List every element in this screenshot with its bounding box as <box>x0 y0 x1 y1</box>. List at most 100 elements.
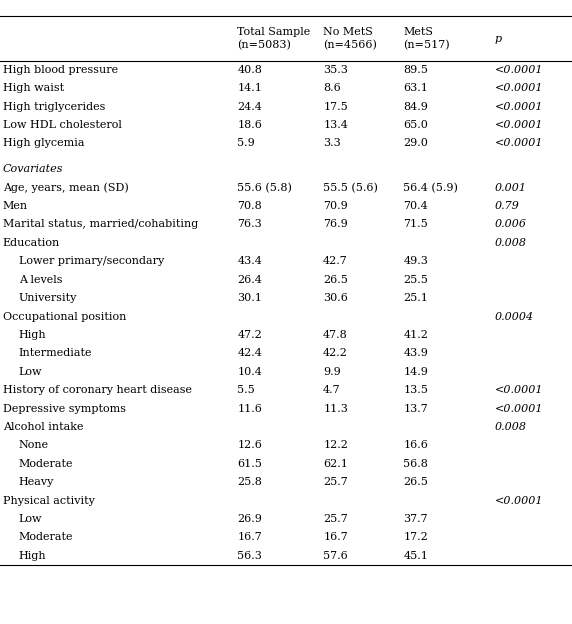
Text: 41.2: 41.2 <box>403 330 428 340</box>
Text: 0.0004: 0.0004 <box>495 311 534 321</box>
Text: 56.3: 56.3 <box>237 551 262 561</box>
Text: 45.1: 45.1 <box>403 551 428 561</box>
Text: <0.0001: <0.0001 <box>495 120 543 130</box>
Text: Low HDL cholesterol: Low HDL cholesterol <box>3 120 122 130</box>
Text: 37.7: 37.7 <box>403 514 428 524</box>
Text: 57.6: 57.6 <box>323 551 348 561</box>
Text: 9.9: 9.9 <box>323 367 341 377</box>
Text: 70.9: 70.9 <box>323 201 348 211</box>
Text: <0.0001: <0.0001 <box>495 385 543 395</box>
Text: 25.7: 25.7 <box>323 477 348 487</box>
Text: 63.1: 63.1 <box>403 83 428 93</box>
Text: 42.4: 42.4 <box>237 348 262 358</box>
Text: 11.3: 11.3 <box>323 404 348 414</box>
Text: 13.5: 13.5 <box>403 385 428 395</box>
Text: High blood pressure: High blood pressure <box>3 65 118 75</box>
Text: Marital status, married/cohabiting: Marital status, married/cohabiting <box>3 220 198 230</box>
Text: Age, years, mean (SD): Age, years, mean (SD) <box>3 182 129 193</box>
Text: 0.001: 0.001 <box>495 183 527 193</box>
Text: 5.9: 5.9 <box>237 139 255 149</box>
Text: 25.8: 25.8 <box>237 477 262 487</box>
Text: Physical activity: Physical activity <box>3 495 95 505</box>
Text: 55.6 (5.8): 55.6 (5.8) <box>237 182 292 193</box>
Text: Intermediate: Intermediate <box>19 348 92 358</box>
Text: 65.0: 65.0 <box>403 120 428 130</box>
Text: 13.4: 13.4 <box>323 120 348 130</box>
Text: Moderate: Moderate <box>19 459 73 469</box>
Text: 13.7: 13.7 <box>403 404 428 414</box>
Text: 3.3: 3.3 <box>323 139 341 149</box>
Text: Heavy: Heavy <box>19 477 54 487</box>
Text: High glycemia: High glycemia <box>3 139 84 149</box>
Text: <0.0001: <0.0001 <box>495 139 543 149</box>
Text: 70.8: 70.8 <box>237 201 262 211</box>
Text: High: High <box>19 551 46 561</box>
Text: 16.7: 16.7 <box>323 532 348 542</box>
Text: 0.79: 0.79 <box>495 201 519 211</box>
Text: <0.0001: <0.0001 <box>495 404 543 414</box>
Text: 56.8: 56.8 <box>403 459 428 469</box>
Text: 76.9: 76.9 <box>323 220 348 230</box>
Text: 26.4: 26.4 <box>237 275 262 285</box>
Text: 11.6: 11.6 <box>237 404 262 414</box>
Text: <0.0001: <0.0001 <box>495 65 543 75</box>
Text: <0.0001: <0.0001 <box>495 495 543 505</box>
Text: 8.6: 8.6 <box>323 83 341 93</box>
Text: A levels: A levels <box>19 275 62 285</box>
Text: 25.5: 25.5 <box>403 275 428 285</box>
Text: Total Sample
(n=5083): Total Sample (n=5083) <box>237 27 311 51</box>
Text: 43.9: 43.9 <box>403 348 428 358</box>
Text: 49.3: 49.3 <box>403 256 428 266</box>
Text: 30.1: 30.1 <box>237 293 262 303</box>
Text: 29.0: 29.0 <box>403 139 428 149</box>
Text: 17.5: 17.5 <box>323 102 348 112</box>
Text: 14.9: 14.9 <box>403 367 428 377</box>
Text: 25.7: 25.7 <box>323 514 348 524</box>
Text: 10.4: 10.4 <box>237 367 262 377</box>
Text: Lower primary/secondary: Lower primary/secondary <box>19 256 164 266</box>
Text: 89.5: 89.5 <box>403 65 428 75</box>
Text: 26.5: 26.5 <box>323 275 348 285</box>
Text: 4.7: 4.7 <box>323 385 341 395</box>
Text: 17.2: 17.2 <box>403 532 428 542</box>
Text: 5.5: 5.5 <box>237 385 255 395</box>
Text: University: University <box>19 293 77 303</box>
Text: 16.7: 16.7 <box>237 532 262 542</box>
Text: 61.5: 61.5 <box>237 459 262 469</box>
Text: High triglycerides: High triglycerides <box>3 102 105 112</box>
Text: 40.8: 40.8 <box>237 65 262 75</box>
Text: None: None <box>19 441 49 451</box>
Text: Men: Men <box>3 201 28 211</box>
Text: 71.5: 71.5 <box>403 220 428 230</box>
Text: 0.006: 0.006 <box>495 220 527 230</box>
Text: Covariates: Covariates <box>3 164 63 174</box>
Text: 25.1: 25.1 <box>403 293 428 303</box>
Text: 35.3: 35.3 <box>323 65 348 75</box>
Text: 26.5: 26.5 <box>403 477 428 487</box>
Text: Alcohol intake: Alcohol intake <box>3 422 84 432</box>
Text: 84.9: 84.9 <box>403 102 428 112</box>
Text: 76.3: 76.3 <box>237 220 262 230</box>
Text: 55.5 (5.6): 55.5 (5.6) <box>323 182 378 193</box>
Text: Depressive symptoms: Depressive symptoms <box>3 404 126 414</box>
Text: 26.9: 26.9 <box>237 514 262 524</box>
Text: p: p <box>495 34 502 44</box>
Text: 42.2: 42.2 <box>323 348 348 358</box>
Text: Education: Education <box>3 238 60 248</box>
Text: 62.1: 62.1 <box>323 459 348 469</box>
Text: 47.8: 47.8 <box>323 330 348 340</box>
Text: 16.6: 16.6 <box>403 441 428 451</box>
Text: 47.2: 47.2 <box>237 330 262 340</box>
Text: History of coronary heart disease: History of coronary heart disease <box>3 385 192 395</box>
Text: 56.4 (5.9): 56.4 (5.9) <box>403 182 458 193</box>
Text: Moderate: Moderate <box>19 532 73 542</box>
Text: Occupational position: Occupational position <box>3 311 126 321</box>
Text: 12.2: 12.2 <box>323 441 348 451</box>
Text: <0.0001: <0.0001 <box>495 102 543 112</box>
Text: 42.7: 42.7 <box>323 256 348 266</box>
Text: 14.1: 14.1 <box>237 83 262 93</box>
Text: 0.008: 0.008 <box>495 422 527 432</box>
Text: Low: Low <box>19 514 42 524</box>
Text: Low: Low <box>19 367 42 377</box>
Text: 12.6: 12.6 <box>237 441 262 451</box>
